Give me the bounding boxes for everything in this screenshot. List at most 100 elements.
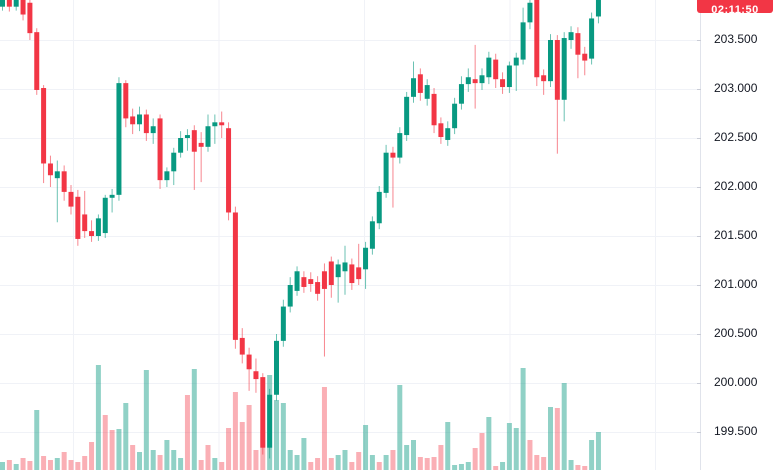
volume-bar <box>102 415 108 470</box>
volume-bar <box>150 450 156 470</box>
volume-bar <box>417 457 423 470</box>
volume-bar <box>534 455 540 470</box>
candle-body <box>75 196 81 239</box>
candle-body <box>178 138 184 153</box>
volume-bar <box>191 369 197 470</box>
candle-body <box>335 264 341 278</box>
volume-bar <box>493 466 499 470</box>
volume-bar <box>205 445 211 470</box>
candle-body <box>301 277 307 287</box>
volume-bar <box>75 462 81 470</box>
candle-body <box>102 197 108 234</box>
candle-body <box>321 271 327 289</box>
volume-bar <box>568 460 574 470</box>
volume-bar <box>452 465 458 470</box>
candle-body <box>527 2 533 23</box>
volume-bar <box>239 422 245 470</box>
price-axis-tick <box>697 40 701 41</box>
volume-bar <box>89 442 95 470</box>
volume-bar <box>212 458 218 470</box>
candle-body <box>253 371 259 380</box>
volume-bar <box>438 445 444 470</box>
volume-bar <box>143 370 149 470</box>
volume-bar <box>6 460 12 470</box>
candle-body <box>226 128 232 213</box>
volume-bar <box>479 433 485 470</box>
candle-body <box>212 122 218 127</box>
candle-body <box>369 221 375 249</box>
price-axis-tick <box>697 432 701 433</box>
candle-body <box>486 57 492 78</box>
volume-bar <box>184 395 190 470</box>
candle-body <box>397 133 403 158</box>
volume-bar <box>513 428 519 470</box>
volume-bar <box>520 368 526 470</box>
volume-bar <box>582 466 588 470</box>
price-axis-label: 200.000 <box>714 375 758 389</box>
volume-bar <box>20 458 26 470</box>
volume-bar <box>575 465 581 470</box>
price-axis[interactable]: 203.500 203.000 202.500 202.000 201.500 201.0… <box>697 0 780 470</box>
volume-bar <box>424 458 430 470</box>
volume-bar <box>431 457 437 470</box>
candle-body <box>534 0 540 78</box>
candle-body <box>27 2 33 34</box>
volume-bar <box>349 462 355 470</box>
volume-bar <box>287 450 293 470</box>
volume-bar <box>397 385 403 470</box>
price-axis-label: 201.000 <box>714 277 758 291</box>
volume-bar <box>226 428 232 470</box>
candle-body <box>500 79 506 88</box>
volume-bar <box>363 425 369 470</box>
candle-body <box>20 0 26 15</box>
candle-body <box>116 83 122 195</box>
candle-body <box>232 212 238 340</box>
candle-body <box>34 32 40 90</box>
volume-bar <box>308 462 314 470</box>
candle-body <box>349 264 355 284</box>
candle-body <box>342 262 348 272</box>
candle-body <box>137 114 142 125</box>
candle-body <box>123 83 129 119</box>
candle-body <box>0 0 5 7</box>
candle-body <box>431 93 437 126</box>
candlestick-chart <box>0 0 700 470</box>
candle-body <box>493 59 499 80</box>
candle-body <box>411 78 416 97</box>
grid-layer <box>0 0 700 470</box>
candle-body <box>274 340 279 395</box>
candle-body <box>198 142 204 147</box>
volume-bar <box>82 456 88 470</box>
volume-bar <box>164 440 170 470</box>
volume-bar <box>274 400 279 470</box>
volume-bar <box>95 365 101 470</box>
candle-body <box>506 65 512 88</box>
countdown-badge: 02:11:50 <box>697 0 773 13</box>
price-axis-tick <box>697 236 701 237</box>
volume-bar <box>445 422 451 470</box>
price-axis-label: 202.000 <box>714 179 758 193</box>
candle-body <box>513 57 519 66</box>
volume-bar <box>68 460 74 470</box>
candle-body <box>150 126 156 134</box>
price-axis-label: 199.500 <box>714 424 758 438</box>
chart-pane[interactable] <box>0 0 700 470</box>
candle-body <box>130 116 136 125</box>
price-axis-tick <box>697 383 701 384</box>
volume-bar <box>246 405 252 470</box>
candle-body <box>184 135 190 138</box>
volume-bar <box>404 445 410 470</box>
candle-body <box>520 22 526 60</box>
candle-body <box>445 128 451 140</box>
volume-bar <box>280 403 286 470</box>
candle-body <box>164 171 170 181</box>
countdown-text: 02:11:50 <box>711 4 759 13</box>
price-axis-tick <box>697 285 701 286</box>
price-axis-tick <box>697 334 701 335</box>
candle-body <box>595 0 601 17</box>
price-axis-tick <box>697 187 701 188</box>
candle-body <box>89 231 95 236</box>
candle-body <box>191 130 197 152</box>
candle-body <box>47 163 53 176</box>
candle-body <box>315 282 321 294</box>
